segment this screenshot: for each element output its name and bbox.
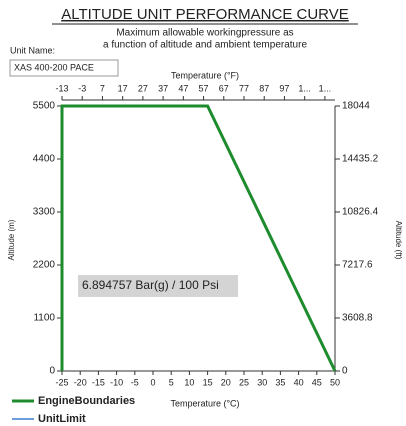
x2-tick-label: 57 [199,83,209,93]
x2-tick-label: 7 [100,83,105,93]
x2-tick-label: 27 [138,83,148,93]
subtitle: a function of altitude and ambient tempe… [103,40,307,51]
y-tick-label: 3300 [33,207,56,218]
y2-tick-label: 14435.2 [342,154,379,165]
series-line [60,104,337,372]
x2-tick-label: -3 [78,83,86,93]
y2-tick-label: 7217.6 [342,260,373,271]
x2-axis-label: Temperature (°F) [171,70,239,80]
y2-tick-label: 18044 [342,101,370,112]
legend-label: EngineBoundaries [38,395,135,407]
x-tick-label: 20 [221,377,231,387]
y-tick-label: 1100 [33,313,55,324]
x-tick-label: 35 [275,377,285,387]
x-tick-label: -5 [131,377,139,387]
unit-name-label: Unit Name: [10,45,55,55]
y-tick-label: 5500 [33,101,56,112]
y-tick-label: 0 [49,366,55,377]
chart-title: ALTITUDE UNIT PERFORMANCE CURVE [61,6,349,23]
x2-tick-label: 97 [279,83,289,93]
y2-tick-label: 10826.4 [342,207,379,218]
unit-name-input[interactable] [9,59,119,77]
x2-tick-label: 67 [219,83,229,93]
y-tick-label: 2200 [33,260,56,271]
annotation-box [78,275,238,297]
x-tick-label: 45 [312,377,322,387]
x-tick-label: 40 [294,377,304,387]
x2-tick-label: 47 [178,83,188,93]
annotation: 6.894757 Bar(g) / 100 Psi [82,278,219,292]
x2-tick-label: 1... [319,83,332,93]
x2-tick-label: 87 [259,83,269,93]
x-tick-label: 15 [203,377,213,387]
x-tick-label: 25 [239,377,249,387]
x-axis-label: Temperature (°C) [170,398,239,408]
x2-tick-label: -13 [55,83,68,93]
legend-label: UnitLimit [38,413,86,425]
x-tick-label: -25 [55,377,68,387]
x2-tick-label: 37 [158,83,168,93]
y2-tick-label: 0 [342,366,348,377]
x2-tick-label: 77 [239,83,249,93]
x2-tick-label: 17 [118,83,128,93]
y-axis-label: Altitude (m) [7,219,16,260]
x-tick-label: 5 [169,377,174,387]
x2-tick-label: 1... [298,83,311,93]
subtitle: Maximum allowable workingpressure as [116,28,293,39]
x-tick-label: -10 [110,377,123,387]
x-tick-label: 50 [330,377,340,387]
x-tick-label: -15 [92,377,105,387]
y2-axis-label: Altitude (ft) [394,221,403,260]
x-tick-label: 10 [184,377,194,387]
unit-name-value: XAS 400-200 PACE [14,62,94,72]
x-tick-label: 30 [257,377,267,387]
x-tick-label: -20 [74,377,87,387]
x-tick-label: 0 [150,377,155,387]
y-tick-label: 4400 [33,154,56,165]
y2-tick-label: 3608.8 [342,313,373,324]
